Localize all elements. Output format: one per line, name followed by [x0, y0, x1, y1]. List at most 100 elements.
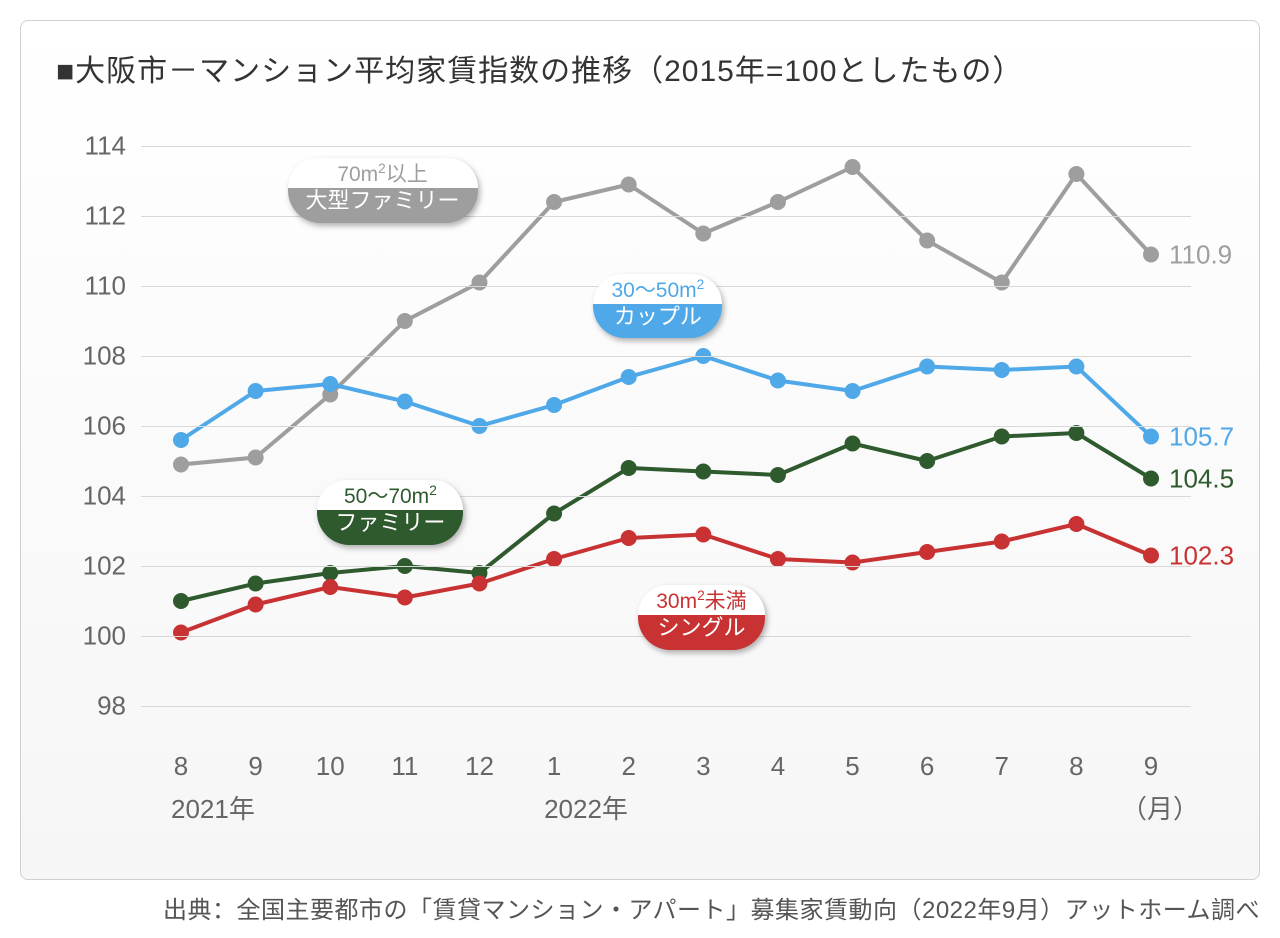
grid-line — [141, 566, 1191, 567]
series-marker-couple — [546, 397, 562, 413]
y-axis-label: 98 — [97, 691, 126, 722]
series-marker-single — [322, 579, 338, 595]
series-badge-bottom: 大型ファミリー — [306, 188, 460, 216]
x-axis-label: 1 — [547, 751, 561, 782]
series-marker-large_family — [248, 450, 264, 466]
x-axis-unit-label: （月） — [1121, 789, 1199, 826]
series-marker-single — [695, 527, 711, 543]
chart-container: ■大阪市－マンション平均家賃指数の推移（2015年=100としたもの） 9810… — [0, 0, 1280, 938]
series-marker-family — [770, 467, 786, 483]
series-badge-single: 30m2未満シングル — [638, 585, 764, 650]
series-marker-family — [1143, 471, 1159, 487]
plot-area: 9810010210410610811011211489101112123456… — [141, 111, 1191, 741]
series-marker-couple — [1068, 359, 1084, 375]
series-marker-large_family — [845, 159, 861, 175]
series-marker-family — [695, 464, 711, 480]
series-marker-single — [471, 576, 487, 592]
series-marker-family — [994, 429, 1010, 445]
series-marker-large_family — [621, 177, 637, 193]
grid-line — [141, 706, 1191, 707]
y-axis-label: 108 — [83, 341, 126, 372]
grid-line — [141, 426, 1191, 427]
series-marker-couple — [994, 362, 1010, 378]
y-axis-label: 110 — [85, 271, 126, 302]
series-marker-couple — [397, 394, 413, 410]
series-marker-couple — [845, 383, 861, 399]
series-marker-large_family — [770, 194, 786, 210]
x-axis-label: 3 — [696, 751, 710, 782]
series-marker-large_family — [546, 194, 562, 210]
series-marker-single — [621, 530, 637, 546]
y-axis-label: 114 — [85, 131, 126, 162]
x-axis-label: 2 — [621, 751, 635, 782]
series-marker-family — [173, 593, 189, 609]
grid-line — [141, 356, 1191, 357]
series-marker-large_family — [471, 275, 487, 291]
series-badge-top: 70m2以上 — [288, 158, 478, 188]
x-axis-year-label: 2021年 — [171, 789, 255, 826]
x-axis-label: 4 — [771, 751, 785, 782]
series-badge-family: 50〜70m2ファミリー — [317, 480, 463, 545]
x-axis-label: 8 — [1069, 751, 1083, 782]
source-citation: 出典：全国主要都市の「賃貸マンション・アパート」募集家賃動向（2022年9月）ア… — [0, 890, 1260, 925]
y-axis-label: 106 — [83, 411, 126, 442]
series-end-value-couple: 105.7 — [1169, 421, 1234, 452]
grid-line — [141, 496, 1191, 497]
series-marker-single — [397, 590, 413, 606]
series-badge-top: 30m2未満 — [638, 585, 764, 615]
series-marker-large_family — [695, 226, 711, 242]
x-axis-label: 9 — [248, 751, 262, 782]
chart-title: ■大阪市－マンション平均家賃指数の推移（2015年=100としたもの） — [56, 46, 1023, 90]
series-marker-family — [621, 460, 637, 476]
series-end-value-family: 104.5 — [1169, 463, 1234, 494]
grid-line — [141, 216, 1191, 217]
series-marker-single — [1068, 516, 1084, 532]
series-marker-large_family — [173, 457, 189, 473]
series-marker-couple — [621, 369, 637, 385]
series-badge-bottom: シングル — [656, 615, 746, 643]
series-badge-top: 30〜50m2 — [593, 274, 722, 304]
series-badge-couple: 30〜50m2カップル — [593, 274, 722, 339]
x-axis-label: 5 — [845, 751, 859, 782]
x-axis-label: 6 — [920, 751, 934, 782]
series-marker-family — [546, 506, 562, 522]
series-marker-large_family — [397, 313, 413, 329]
series-marker-couple — [173, 432, 189, 448]
y-axis-label: 100 — [83, 621, 126, 652]
series-marker-large_family — [919, 233, 935, 249]
series-marker-large_family — [1143, 247, 1159, 263]
series-marker-single — [845, 555, 861, 571]
y-axis-label: 112 — [85, 201, 126, 232]
series-marker-single — [248, 597, 264, 613]
grid-line — [141, 146, 1191, 147]
series-badge-large_family: 70m2以上大型ファミリー — [288, 158, 478, 223]
series-marker-family — [919, 453, 935, 469]
series-marker-couple — [919, 359, 935, 375]
series-marker-single — [919, 544, 935, 560]
x-axis-label: 7 — [995, 751, 1009, 782]
series-marker-large_family — [1068, 166, 1084, 182]
series-marker-single — [770, 551, 786, 567]
series-marker-couple — [248, 383, 264, 399]
series-badge-bottom: ファミリー — [335, 510, 445, 538]
series-marker-family — [248, 576, 264, 592]
x-axis-label: 9 — [1144, 751, 1158, 782]
series-marker-single — [173, 625, 189, 641]
series-marker-family — [1068, 425, 1084, 441]
series-marker-single — [1143, 548, 1159, 564]
series-badge-bottom: カップル — [611, 304, 704, 332]
series-marker-family — [845, 436, 861, 452]
series-end-value-single: 102.3 — [1169, 540, 1234, 571]
series-badge-top: 50〜70m2 — [317, 480, 463, 510]
series-marker-large_family — [994, 275, 1010, 291]
x-axis-label: 10 — [316, 751, 345, 782]
x-axis-label: 12 — [465, 751, 494, 782]
y-axis-label: 104 — [83, 481, 126, 512]
series-marker-couple — [322, 376, 338, 392]
x-axis-label: 11 — [391, 751, 418, 782]
series-marker-single — [994, 534, 1010, 550]
series-marker-couple — [770, 373, 786, 389]
x-axis-year-label: 2022年 — [544, 789, 628, 826]
series-marker-couple — [1143, 429, 1159, 445]
series-end-value-large_family: 110.9 — [1169, 239, 1232, 270]
